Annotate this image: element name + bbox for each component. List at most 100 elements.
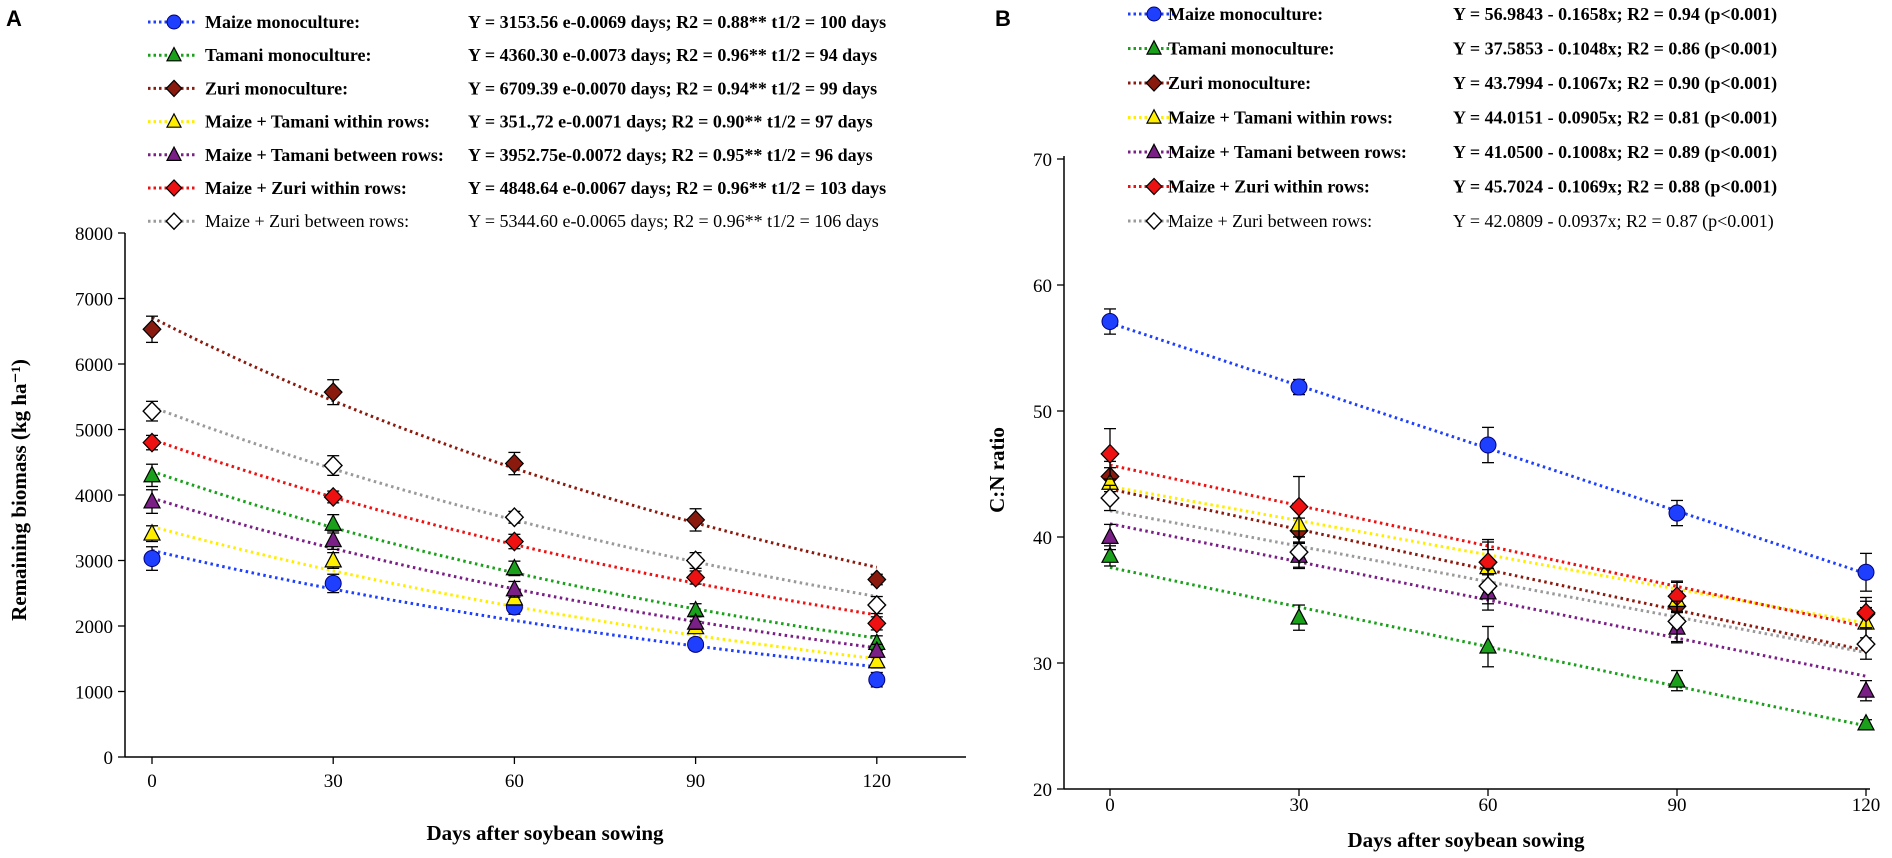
data-point xyxy=(142,319,162,340)
data-point xyxy=(504,531,525,552)
data-point xyxy=(323,382,343,403)
data-point xyxy=(1856,602,1876,623)
data-point xyxy=(142,432,162,453)
legend-label: Maize monoculture: xyxy=(1168,4,1323,24)
legend-equation: Y = 41.0500 - 0.1008x; R2 = 0.89 (p<0.00… xyxy=(1453,142,1777,163)
data-point xyxy=(1101,545,1119,563)
x-tick-label: 30 xyxy=(1290,795,1309,816)
data-point xyxy=(143,523,161,541)
data-point xyxy=(1668,670,1686,688)
legend-label: Maize + Zuri within rows: xyxy=(1168,177,1370,197)
legend-equation: Y = 6709.39 e-0.0070 days; R2 = 0.94** t… xyxy=(468,78,877,98)
panel-a: A 0 1000 2000 3000 4000 5000 6000 7000 8000 0 30 6… xyxy=(6,6,966,845)
data-point xyxy=(504,507,525,528)
x-tick-label: 30 xyxy=(324,771,343,792)
data-point xyxy=(142,400,162,422)
legend-label: Maize + Tamani within rows: xyxy=(1168,108,1393,128)
panel-a-x-label: Days after soybean sowing xyxy=(426,821,664,845)
legend-marker xyxy=(1145,211,1163,231)
panel-a-x-ticks: 0 30 60 90 120 xyxy=(147,757,891,792)
fit-line xyxy=(151,437,878,617)
panel-b: B 20 30 40 50 60 70 0 30 60 90 120 Days after soy… xyxy=(985,4,1880,852)
data-point xyxy=(323,455,343,476)
data-point xyxy=(324,530,343,548)
data-point xyxy=(1100,487,1120,509)
legend-marker xyxy=(1146,143,1162,159)
x-tick-label: 90 xyxy=(1668,795,1687,816)
data-point xyxy=(685,550,706,571)
legend-marker xyxy=(1146,6,1162,22)
fit-line xyxy=(1109,487,1867,652)
data-point xyxy=(1478,575,1498,597)
data-point xyxy=(1668,504,1686,522)
panel-a-points xyxy=(142,315,887,689)
legend-equation: Y = 42.0809 - 0.0937x; R2 = 0.87 (p<0.00… xyxy=(1453,211,1774,232)
data-point xyxy=(685,509,706,530)
legend-marker xyxy=(166,14,182,30)
legend-equation: Y = 5344.60 e-0.0065 days; R2 = 0.96** t… xyxy=(468,211,879,231)
y-tick-label: 70 xyxy=(1033,150,1052,171)
data-point xyxy=(867,651,886,669)
panel-a-y-label: Remaining biomass (kg ha⁻¹) xyxy=(7,359,31,621)
data-point xyxy=(1857,563,1875,581)
fit-line xyxy=(1109,463,1867,629)
legend-equation: Y = 4848.64 e-0.0067 days; R2 = 0.96** t… xyxy=(468,178,886,198)
legend-equation: Y = 37.5853 - 0.1048x; R2 = 0.86 (p<0.00… xyxy=(1453,39,1777,60)
legend-equation: Y = 56.9843 - 0.1658x; R2 = 0.94 (p<0.00… xyxy=(1453,4,1777,25)
panel-a-label: A xyxy=(6,6,22,31)
legend-equation: Y = 44.0151 - 0.0905x; R2 = 0.81 (p<0.00… xyxy=(1453,108,1777,129)
fit-line xyxy=(151,469,878,640)
panel-b-label: B xyxy=(995,6,1011,31)
data-point xyxy=(1101,313,1119,331)
y-tick-label: 4000 xyxy=(75,486,113,507)
data-point xyxy=(1667,611,1687,632)
data-point xyxy=(867,569,887,590)
panel-b-y-ticks: 20 30 40 50 60 70 xyxy=(1033,150,1064,801)
data-point xyxy=(143,491,161,509)
y-tick-label: 30 xyxy=(1033,654,1052,675)
legend-marker xyxy=(165,179,183,197)
y-tick-label: 3000 xyxy=(75,552,113,573)
x-tick-label: 0 xyxy=(147,771,157,792)
legend-label: Maize monoculture: xyxy=(205,12,360,32)
panel-b-x-label: Days after soybean sowing xyxy=(1347,828,1585,852)
data-point xyxy=(1289,496,1309,517)
data-point xyxy=(1100,443,1120,464)
y-tick-label: 2000 xyxy=(75,617,113,638)
data-point xyxy=(1289,541,1309,563)
legend-label: Maize + Zuri between rows: xyxy=(205,211,409,231)
panel-a-legend: Maize monoculture: Y = 3153.56 e-0.0069 d… xyxy=(148,12,886,231)
legend-marker xyxy=(165,79,183,98)
x-tick-label: 60 xyxy=(1479,795,1498,816)
data-point xyxy=(504,453,525,474)
data-point xyxy=(867,594,887,616)
fit-line xyxy=(151,548,877,669)
legend-marker xyxy=(166,112,182,128)
legend-marker xyxy=(1145,177,1163,196)
data-point xyxy=(1479,436,1497,454)
legend-marker xyxy=(166,46,182,62)
data-point xyxy=(868,671,886,689)
legend-label: Maize + Tamani between rows: xyxy=(1168,142,1407,162)
data-point xyxy=(686,612,705,630)
legend-label: Zuri monoculture: xyxy=(1168,73,1311,93)
y-tick-label: 0 xyxy=(104,748,114,769)
y-tick-label: 50 xyxy=(1033,402,1052,423)
legend-marker xyxy=(166,145,182,161)
data-point xyxy=(685,567,706,588)
y-tick-label: 7000 xyxy=(75,290,113,311)
y-tick-label: 40 xyxy=(1033,528,1052,549)
data-point xyxy=(1856,633,1876,655)
x-tick-label: 120 xyxy=(863,771,892,792)
data-point xyxy=(323,486,343,508)
legend-equation: Y = 3952.75e-0.0072 days; R2 = 0.95** t1… xyxy=(468,145,873,165)
y-tick-label: 1000 xyxy=(75,683,113,704)
data-point xyxy=(687,635,705,653)
data-point xyxy=(143,550,161,568)
legend-label: Maize + Zuri within rows: xyxy=(205,178,407,198)
legend-equation: Y = 43.7994 - 0.1067x; R2 = 0.90 (p<0.00… xyxy=(1453,73,1777,94)
legend-marker xyxy=(165,212,183,231)
legend-marker xyxy=(1146,108,1162,124)
data-point xyxy=(143,465,161,483)
